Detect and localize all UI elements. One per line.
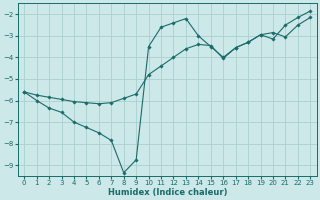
X-axis label: Humidex (Indice chaleur): Humidex (Indice chaleur) xyxy=(108,188,227,197)
